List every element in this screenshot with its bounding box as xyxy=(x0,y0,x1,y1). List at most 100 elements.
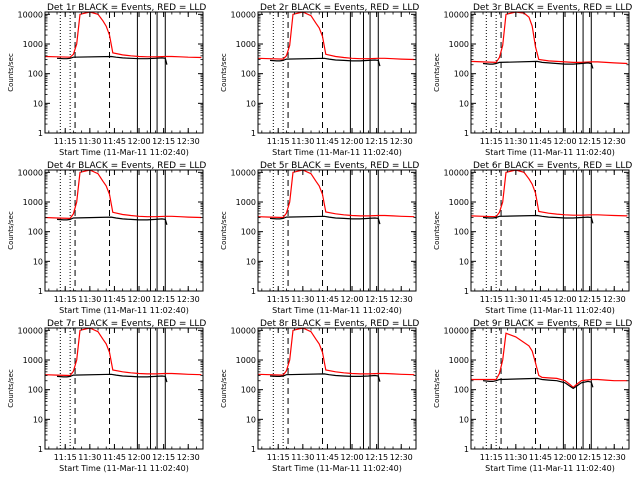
x-tick-label: 12:30 xyxy=(177,453,200,462)
x-axis-label: Start Time (11-Mar-11 11:02:40) xyxy=(485,148,615,157)
panel-det-2r: 1 10 100 1000 10000 11:15 11:30 11:45 12:00 12:15… xyxy=(220,3,419,157)
y-tick-label: 10 xyxy=(33,99,43,108)
chart-title: Det 6r BLACK = Events, RED = LLD xyxy=(473,161,632,171)
y-axis-label: Counts/sec xyxy=(433,53,441,92)
y-tick-label: 10000 xyxy=(444,168,469,177)
y-tick-label: 100 xyxy=(454,228,469,237)
y-tick-label: 1000 xyxy=(23,198,43,207)
x-tick-label: 11:15 xyxy=(480,295,503,304)
x-axis-label: Start Time (11-Mar-11 11:02:40) xyxy=(272,306,402,315)
x-axis-label: Start Time (11-Mar-11 11:02:40) xyxy=(272,148,402,157)
y-axis-label: Counts/sec xyxy=(433,211,441,250)
x-axis-label: Start Time (11-Mar-11 11:02:40) xyxy=(272,464,402,473)
y-tick-label: 100 xyxy=(241,386,256,395)
plot-frame xyxy=(470,169,630,292)
y-tick-label: 10 xyxy=(459,257,469,266)
x-tick-label: 12:15 xyxy=(578,295,601,304)
y-tick-label: 10000 xyxy=(444,10,469,19)
y-tick-label: 10000 xyxy=(231,10,256,19)
series-events xyxy=(56,373,168,383)
y-tick-label: 10000 xyxy=(444,326,469,335)
x-tick-label: 11:30 xyxy=(504,137,527,146)
series-lld xyxy=(44,169,202,220)
chart-title: Det 7r BLACK = Events, RED = LLD xyxy=(47,319,206,329)
panel-det-3r: 1 10 100 1000 10000 11:15 11:30 11:45 12:00 12:15… xyxy=(433,3,632,157)
x-tick-label: 11:45 xyxy=(316,137,339,146)
x-tick-label: 11:15 xyxy=(267,295,290,304)
y-axis-label: Counts/sec xyxy=(220,53,228,92)
y-tick-label: 10000 xyxy=(18,10,43,19)
y-axis-label: Counts/sec xyxy=(220,369,228,408)
panel-det-1r: 1 10 100 1000 10000 11:15 11:30 11:45 12:00 12:15… xyxy=(7,3,206,157)
series-events xyxy=(269,373,381,382)
y-tick-label: 1000 xyxy=(236,198,256,207)
x-tick-label: 11:30 xyxy=(291,453,314,462)
x-tick-label: 11:30 xyxy=(291,295,314,304)
y-axis-label: Counts/sec xyxy=(433,369,441,408)
x-tick-label: 11:15 xyxy=(480,453,503,462)
series-lld xyxy=(44,327,202,377)
series-lld xyxy=(471,332,628,389)
y-tick-label: 10000 xyxy=(18,168,43,177)
x-axis-label: Start Time (11-Mar-11 11:02:40) xyxy=(485,464,615,473)
series-events xyxy=(482,377,594,390)
x-tick-label: 12:00 xyxy=(128,137,151,146)
series-events xyxy=(269,215,381,225)
x-tick-label: 12:15 xyxy=(365,453,388,462)
series-events xyxy=(56,216,168,225)
series-lld xyxy=(257,169,415,219)
y-tick-label: 1 xyxy=(38,129,43,138)
x-tick-label: 12:00 xyxy=(554,137,577,146)
x-tick-label: 12:30 xyxy=(177,295,200,304)
y-tick-label: 1000 xyxy=(236,40,256,49)
x-axis-label: Start Time (11-Mar-11 11:02:40) xyxy=(59,306,189,315)
x-tick-label: 12:30 xyxy=(177,137,200,146)
plot-frame xyxy=(44,327,204,450)
x-tick-label: 12:30 xyxy=(603,137,626,146)
x-tick-label: 12:15 xyxy=(152,453,175,462)
x-tick-label: 12:00 xyxy=(341,137,364,146)
chart-title: Det 1r BLACK = Events, RED = LLD xyxy=(47,3,206,13)
x-tick-label: 12:00 xyxy=(341,453,364,462)
y-tick-label: 1000 xyxy=(449,198,469,207)
x-tick-label: 11:30 xyxy=(78,295,101,304)
series-events xyxy=(56,55,168,65)
x-tick-label: 11:30 xyxy=(78,137,101,146)
y-tick-label: 1000 xyxy=(23,40,43,49)
y-tick-label: 10 xyxy=(459,415,469,424)
y-tick-label: 1000 xyxy=(23,356,43,365)
y-tick-label: 1 xyxy=(464,445,469,454)
x-tick-label: 12:30 xyxy=(603,453,626,462)
x-tick-label: 12:00 xyxy=(128,453,151,462)
x-axis-label: Start Time (11-Mar-11 11:02:40) xyxy=(59,148,189,157)
y-tick-label: 100 xyxy=(241,70,256,79)
series-lld xyxy=(257,327,415,376)
x-tick-label: 12:15 xyxy=(365,137,388,146)
x-tick-label: 11:45 xyxy=(316,295,339,304)
y-axis-label: Counts/sec xyxy=(7,211,15,250)
y-tick-label: 1000 xyxy=(449,356,469,365)
x-tick-label: 11:45 xyxy=(103,453,126,462)
y-tick-label: 100 xyxy=(28,70,43,79)
series-lld xyxy=(257,11,415,61)
x-axis-label: Start Time (11-Mar-11 11:02:40) xyxy=(485,306,615,315)
series-events xyxy=(269,57,381,67)
x-tick-label: 11:45 xyxy=(316,453,339,462)
x-tick-label: 11:15 xyxy=(54,295,77,304)
x-tick-label: 12:15 xyxy=(152,137,175,146)
x-tick-label: 12:15 xyxy=(578,453,601,462)
y-tick-label: 100 xyxy=(28,386,43,395)
x-tick-label: 12:30 xyxy=(603,295,626,304)
x-tick-label: 11:30 xyxy=(504,295,527,304)
y-tick-label: 10 xyxy=(33,257,43,266)
plot-frame xyxy=(470,327,630,450)
x-tick-label: 12:30 xyxy=(390,295,413,304)
x-tick-label: 11:30 xyxy=(504,453,527,462)
chart-title: Det 2r BLACK = Events, RED = LLD xyxy=(260,3,419,13)
y-tick-label: 1 xyxy=(251,445,256,454)
x-tick-label: 12:15 xyxy=(365,295,388,304)
x-axis-label: Start Time (11-Mar-11 11:02:40) xyxy=(59,464,189,473)
x-tick-label: 11:15 xyxy=(480,137,503,146)
plot-frame xyxy=(257,327,417,450)
